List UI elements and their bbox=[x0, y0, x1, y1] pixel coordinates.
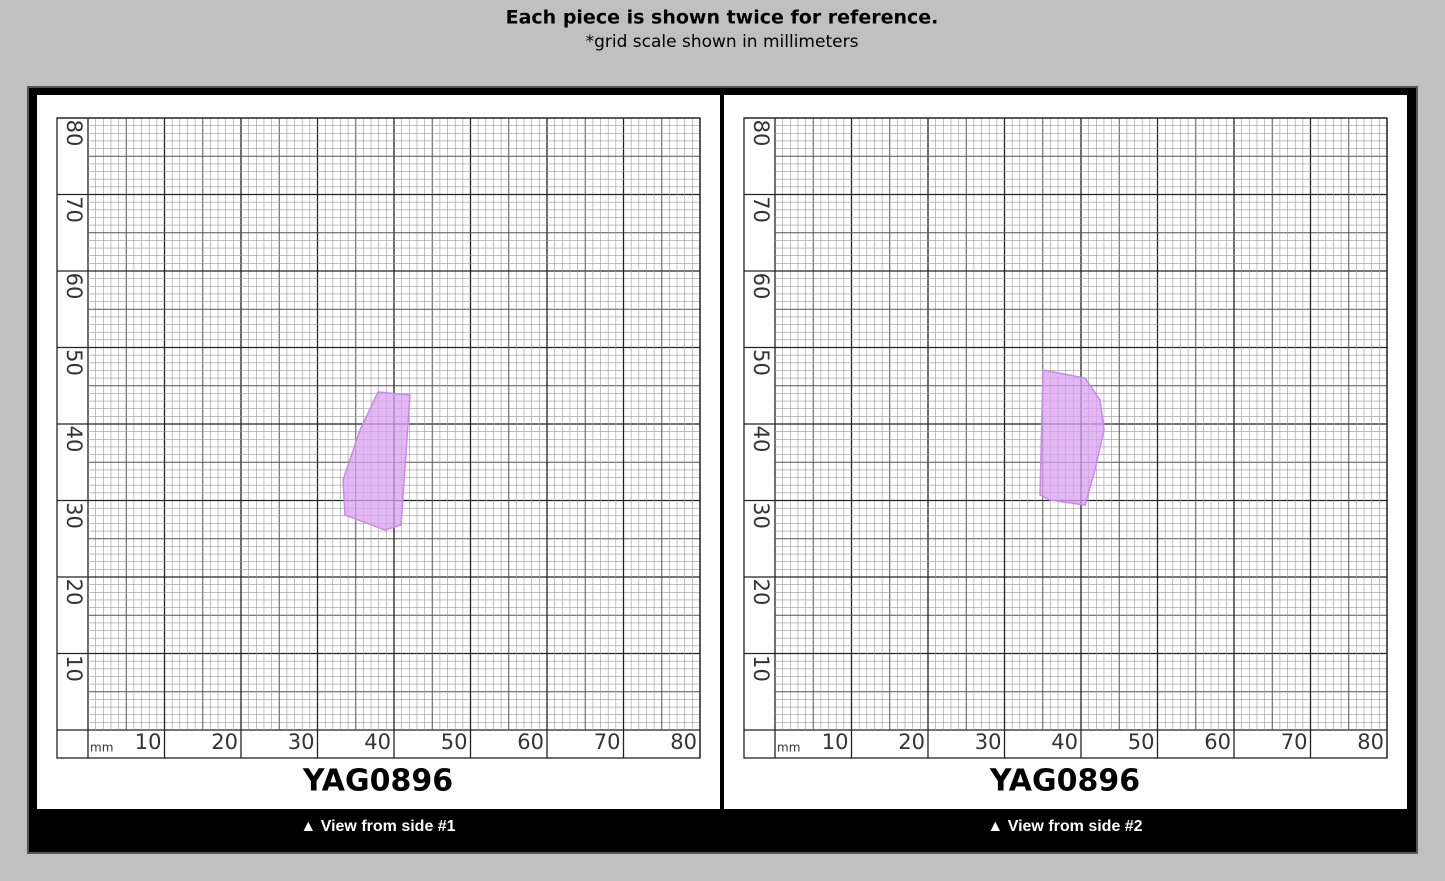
y-scale-label: 50 bbox=[749, 349, 773, 376]
grid-border bbox=[743, 117, 1388, 759]
x-scale-label: 70 bbox=[594, 730, 621, 754]
subtitle: *grid scale shown in millimeters bbox=[586, 32, 859, 52]
y-scale-label: 80 bbox=[62, 120, 86, 147]
view-caption: ▲ View from side #1 bbox=[300, 818, 455, 835]
x-scale-label: 80 bbox=[1357, 730, 1384, 754]
y-scale-label: 50 bbox=[62, 349, 86, 376]
x-scale-label: 20 bbox=[898, 730, 925, 754]
crystal bbox=[1039, 369, 1105, 506]
x-scale-label: 30 bbox=[288, 730, 315, 754]
x-scale-label: 30 bbox=[975, 730, 1002, 754]
y-scale-label: 10 bbox=[749, 655, 773, 682]
unit-label: mm bbox=[90, 741, 113, 755]
sample-id: YAG0896 bbox=[989, 764, 1140, 799]
x-scale-label: 40 bbox=[1051, 730, 1078, 754]
x-scale-label: 20 bbox=[211, 730, 238, 754]
panel: mm 10 20 30 40 50 60 70 80 10 20 30 40 50 60 70 80 YAG089… bbox=[724, 95, 1407, 835]
x-scale-label: 40 bbox=[364, 730, 391, 754]
y-scale-label: 10 bbox=[62, 655, 86, 682]
panels: mm 10 20 30 40 50 60 70 80 10 20 30 40 50 60 70 80 YAG089… bbox=[37, 95, 1407, 835]
crystal bbox=[342, 391, 411, 531]
unit-label: mm bbox=[777, 741, 800, 755]
x-scale-label: 80 bbox=[670, 730, 697, 754]
x-scale-label: 50 bbox=[441, 730, 468, 754]
y-scale-label: 40 bbox=[749, 426, 773, 453]
y-scale-label: 30 bbox=[749, 502, 773, 529]
y-scale-label: 70 bbox=[62, 196, 86, 223]
x-scale-label: 60 bbox=[517, 730, 544, 754]
y-scale-label: 20 bbox=[749, 579, 773, 606]
x-scale-label: 60 bbox=[1204, 730, 1231, 754]
y-scale-label: 60 bbox=[749, 273, 773, 300]
y-scale-label: 20 bbox=[62, 579, 86, 606]
title: Each piece is shown twice for reference. bbox=[506, 7, 939, 29]
x-scale-label: 10 bbox=[135, 730, 162, 754]
y-scale-label: 30 bbox=[62, 502, 86, 529]
panel: mm 10 20 30 40 50 60 70 80 10 20 30 40 50 60 70 80 YAG089… bbox=[37, 95, 720, 835]
x-scale-label: 50 bbox=[1128, 730, 1155, 754]
view-caption: ▲ View from side #2 bbox=[987, 818, 1142, 835]
sample-id: YAG0896 bbox=[302, 764, 453, 799]
x-scale-label: 70 bbox=[1281, 730, 1308, 754]
y-scale-label: 70 bbox=[749, 196, 773, 223]
y-scale-label: 40 bbox=[62, 426, 86, 453]
x-scale-label: 10 bbox=[822, 730, 849, 754]
grid-border bbox=[56, 117, 701, 759]
y-scale-label: 80 bbox=[749, 120, 773, 147]
y-scale-label: 60 bbox=[62, 273, 86, 300]
